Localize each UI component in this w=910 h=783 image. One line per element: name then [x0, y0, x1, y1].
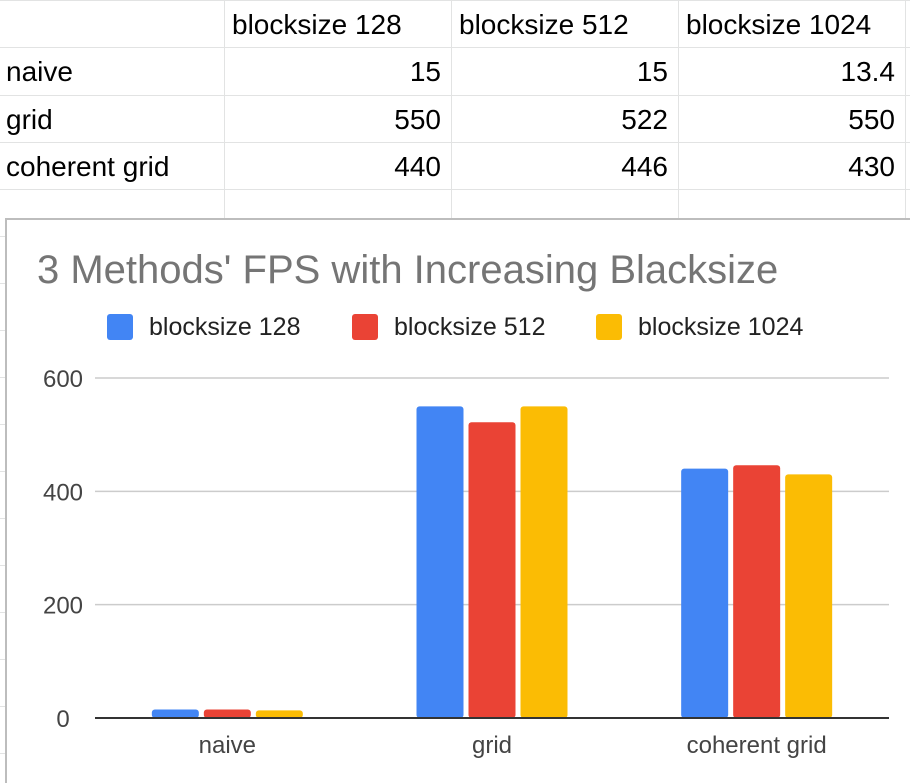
- grid-line: [0, 142, 910, 143]
- grid-line: [0, 377, 5, 378]
- bar-grid-blocksize-512: [468, 422, 516, 718]
- row-label-coherent-grid[interactable]: coherent grid: [6, 150, 170, 182]
- grid-line: [0, 424, 5, 425]
- cell-naive-512[interactable]: 15: [636, 55, 668, 87]
- embedded-chart[interactable]: 3 Methods' FPS with Increasing Blacksize…: [5, 218, 910, 783]
- cell-naive-1024[interactable]: 13.4: [840, 55, 896, 87]
- grid-line: [0, 471, 5, 472]
- column-header-blocksize-128[interactable]: blocksize 128: [232, 8, 402, 40]
- bar-coherent-grid-blocksize-128: [681, 468, 729, 718]
- grid-line: [0, 612, 5, 613]
- bar-naive-blocksize-1024: [255, 710, 303, 718]
- bar-naive-blocksize-512: [203, 709, 251, 718]
- y-tick-label: 0: [56, 706, 69, 733]
- grid-line: [0, 47, 910, 48]
- cell-coherent-grid-512[interactable]: 446: [621, 150, 668, 182]
- cell-coherent-grid-128[interactable]: 440: [394, 150, 441, 182]
- row-label-naive[interactable]: naive: [6, 55, 73, 87]
- bar-grid-blocksize-1024: [520, 406, 568, 718]
- legend-swatch: [596, 314, 622, 340]
- grid-line: [0, 0, 910, 1]
- chart-legend: blocksize 128 blocksize 512 blocksize 10…: [7, 312, 910, 342]
- chart-title: 3 Methods' FPS with Increasing Blacksize: [37, 248, 779, 292]
- grid-line: [678, 0, 679, 218]
- cell-naive-128[interactable]: 15: [409, 55, 441, 87]
- x-tick-label: coherent grid: [687, 732, 827, 759]
- x-tick-label: naive: [199, 732, 256, 759]
- y-tick-label: 400: [43, 479, 83, 506]
- legend-item-blocksize-512: blocksize 512: [352, 312, 545, 342]
- legend-item-blocksize-1024: blocksize 1024: [596, 312, 803, 342]
- x-tick-label: grid: [472, 732, 512, 759]
- grid-line: [905, 0, 906, 218]
- grid-line: [0, 236, 5, 237]
- grid-line: [0, 753, 5, 754]
- grid-line: [0, 518, 5, 519]
- legend-label: blocksize 1024: [638, 312, 804, 341]
- grid-line: [0, 565, 5, 566]
- legend-swatch: [352, 314, 378, 340]
- legend-item-blocksize-128: blocksize 128: [107, 312, 300, 342]
- grid-line: [0, 95, 910, 96]
- grid-line: [0, 283, 5, 284]
- grid-line: [0, 189, 910, 190]
- cell-grid-1024[interactable]: 550: [848, 103, 895, 135]
- bar-coherent-grid-blocksize-1024: [785, 474, 833, 718]
- column-header-blocksize-512[interactable]: blocksize 512: [459, 8, 629, 40]
- bar-naive-blocksize-128: [151, 709, 199, 718]
- bar-grid-blocksize-128: [416, 406, 464, 718]
- column-header-blocksize-1024[interactable]: blocksize 1024: [686, 8, 872, 40]
- row-label-grid[interactable]: grid: [6, 103, 53, 135]
- cell-grid-512[interactable]: 522: [621, 103, 668, 135]
- grid-line: [0, 659, 5, 660]
- legend-label: blocksize 128: [149, 312, 301, 341]
- cell-grid-128[interactable]: 550: [394, 103, 441, 135]
- grid-line: [224, 0, 225, 218]
- bar-coherent-grid-blocksize-512: [733, 465, 781, 718]
- grid-line: [0, 330, 5, 331]
- cell-coherent-grid-1024[interactable]: 430: [848, 150, 895, 182]
- legend-label: blocksize 512: [394, 312, 546, 341]
- bar-chart-plot: 0 200 400 600 naive grid coherent grid: [43, 366, 889, 759]
- y-tick-label: 200: [43, 593, 83, 620]
- y-tick-label: 600: [43, 366, 83, 393]
- legend-swatch: [107, 314, 133, 340]
- grid-line: [451, 0, 452, 218]
- grid-line: [0, 706, 5, 707]
